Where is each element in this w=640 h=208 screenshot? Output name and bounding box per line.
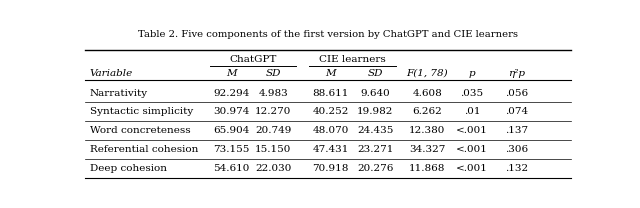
Text: .074: .074 — [505, 107, 528, 116]
Text: Variable: Variable — [90, 68, 133, 78]
Text: 92.294: 92.294 — [213, 89, 250, 98]
Text: 70.918: 70.918 — [312, 164, 349, 173]
Text: 34.327: 34.327 — [409, 145, 445, 154]
Text: 73.155: 73.155 — [213, 145, 250, 154]
Text: M: M — [325, 68, 336, 78]
Text: 48.070: 48.070 — [312, 126, 349, 135]
Text: <.001: <.001 — [456, 126, 488, 135]
Text: 54.610: 54.610 — [213, 164, 250, 173]
Text: ChatGPT: ChatGPT — [229, 55, 276, 64]
Text: <.001: <.001 — [456, 164, 488, 173]
Text: Table 2. Five components of the first version by ChatGPT and CIE learners: Table 2. Five components of the first ve… — [138, 30, 518, 39]
Text: 12.380: 12.380 — [409, 126, 445, 135]
Text: M: M — [226, 68, 237, 78]
Text: F(1, 78): F(1, 78) — [406, 68, 448, 78]
Text: 40.252: 40.252 — [312, 107, 349, 116]
Text: Referential cohesion: Referential cohesion — [90, 145, 198, 154]
Text: 4.983: 4.983 — [259, 89, 288, 98]
Text: 22.030: 22.030 — [255, 164, 292, 173]
Text: 30.974: 30.974 — [213, 107, 250, 116]
Text: 65.904: 65.904 — [213, 126, 250, 135]
Text: 4.608: 4.608 — [412, 89, 442, 98]
Text: <.001: <.001 — [456, 145, 488, 154]
Text: .137: .137 — [505, 126, 528, 135]
Text: .01: .01 — [463, 107, 480, 116]
Text: 19.982: 19.982 — [357, 107, 394, 116]
Text: 9.640: 9.640 — [360, 89, 390, 98]
Text: 47.431: 47.431 — [312, 145, 349, 154]
Text: 12.270: 12.270 — [255, 107, 292, 116]
Text: SD: SD — [266, 68, 281, 78]
Text: 88.611: 88.611 — [312, 89, 349, 98]
Text: Syntactic simplicity: Syntactic simplicity — [90, 107, 193, 116]
Text: .132: .132 — [505, 164, 528, 173]
Text: 20.749: 20.749 — [255, 126, 292, 135]
Text: CIE learners: CIE learners — [319, 55, 386, 64]
Text: 15.150: 15.150 — [255, 145, 292, 154]
Text: 23.271: 23.271 — [357, 145, 394, 154]
Text: SD: SD — [367, 68, 383, 78]
Text: .306: .306 — [505, 145, 528, 154]
Text: Deep cohesion: Deep cohesion — [90, 164, 167, 173]
Text: p: p — [468, 68, 475, 78]
Text: η²p: η²p — [508, 68, 525, 78]
Text: .035: .035 — [460, 89, 483, 98]
Text: 24.435: 24.435 — [357, 126, 394, 135]
Text: 11.868: 11.868 — [409, 164, 445, 173]
Text: Narrativity: Narrativity — [90, 89, 148, 98]
Text: .056: .056 — [505, 89, 528, 98]
Text: 20.276: 20.276 — [357, 164, 394, 173]
Text: 6.262: 6.262 — [412, 107, 442, 116]
Text: Word concreteness: Word concreteness — [90, 126, 191, 135]
